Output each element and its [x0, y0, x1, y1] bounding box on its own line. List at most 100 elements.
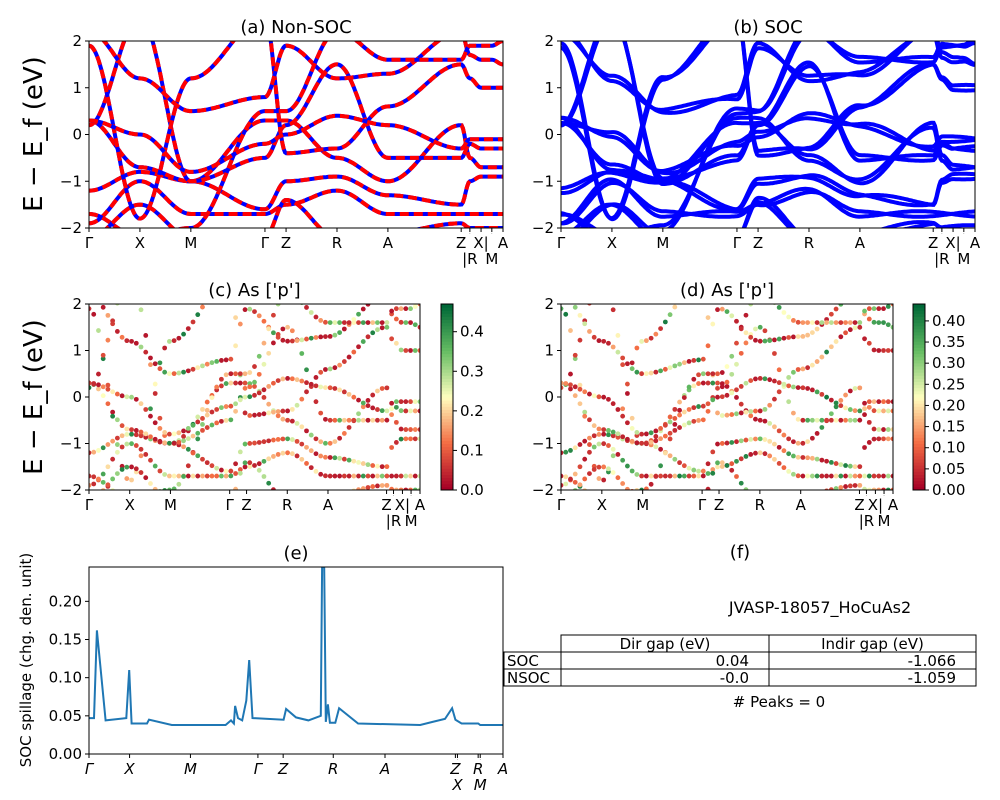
- colorbar-segment: [913, 375, 925, 379]
- band-line: [104, 198, 503, 228]
- colorbar-tick-label: 0.35: [932, 333, 965, 351]
- projection-point: [809, 330, 815, 336]
- projection-point: [308, 448, 314, 454]
- projection-point: [762, 418, 768, 424]
- projection-point: [596, 394, 602, 400]
- colorbar-segment: [913, 397, 925, 401]
- projection-point: [862, 406, 867, 412]
- projection-point: [275, 413, 281, 419]
- projection-point: [781, 432, 787, 438]
- x-tick-label: M: [656, 234, 669, 252]
- projection-point: [838, 403, 844, 409]
- projection-point: [572, 384, 578, 390]
- projection-point: [360, 400, 366, 406]
- projection-point: [96, 476, 101, 482]
- projection-point: [620, 355, 626, 361]
- projection-point: [266, 401, 272, 407]
- projection-point: [266, 350, 272, 356]
- projection-point: [370, 473, 376, 479]
- projection-point: [242, 307, 248, 313]
- projection-point: [847, 417, 853, 423]
- projection-point: [805, 473, 811, 479]
- projection-point: [252, 384, 257, 389]
- projection-point: [271, 312, 276, 318]
- projection-point: [677, 412, 682, 418]
- projection-point: [323, 473, 328, 479]
- projection-point: [332, 320, 338, 325]
- projection-point: [384, 385, 390, 391]
- projection-point: [634, 440, 640, 446]
- projection-point: [786, 493, 791, 498]
- projection-point: [185, 436, 191, 442]
- projection-point: [852, 464, 858, 470]
- x-tick-label: Γ: [733, 234, 742, 252]
- projection-point: [715, 371, 720, 377]
- projection-point: [119, 433, 125, 439]
- projection-point: [809, 455, 815, 461]
- projection-point: [261, 458, 267, 464]
- projection-point: [332, 332, 338, 338]
- projection-point: [563, 449, 569, 455]
- projection-point: [124, 464, 130, 470]
- y-tick-label: 0.00: [49, 745, 82, 763]
- colorbar-segment: [913, 304, 925, 308]
- projection-point: [724, 392, 730, 398]
- projection-point: [308, 381, 314, 387]
- projection-point: [577, 442, 583, 447]
- projection-point: [375, 295, 380, 300]
- projection-point: [318, 334, 324, 340]
- projection-point: [748, 334, 754, 340]
- projection-point: [667, 312, 673, 318]
- projection-point: [280, 376, 286, 382]
- projection-point: [318, 318, 324, 323]
- x-tick-label: A: [796, 496, 807, 514]
- projection-point: [247, 413, 253, 418]
- projection-point: [572, 352, 578, 358]
- projection-point: [341, 359, 347, 364]
- projection-point: [606, 289, 611, 294]
- colorbar-segment: [441, 431, 453, 435]
- projection-point: [866, 440, 872, 445]
- projection-point: [408, 436, 413, 442]
- projection-point: [634, 369, 640, 375]
- projection-point: [734, 474, 739, 479]
- projection-point: [658, 368, 663, 374]
- projection-point: [885, 427, 891, 432]
- x-tick-label: X|: [868, 496, 883, 514]
- projection-point: [672, 427, 678, 433]
- projection-point: [691, 497, 696, 502]
- projection-point: [862, 308, 867, 314]
- projection-point: [337, 387, 343, 393]
- projection-point: [587, 304, 592, 306]
- colorbar-segment: [441, 424, 453, 429]
- projection-point: [105, 312, 111, 318]
- projection-point: [337, 362, 343, 368]
- projection-point: [356, 311, 361, 317]
- projection-point: [563, 311, 569, 317]
- projection-point: [681, 463, 687, 469]
- projection-point: [814, 320, 820, 325]
- projection-point: [323, 454, 328, 460]
- projection-point: [762, 406, 768, 412]
- projection-point: [223, 357, 229, 363]
- projection-point: [705, 461, 711, 467]
- projection-point: [356, 411, 361, 417]
- colorbar-segment: [441, 304, 453, 308]
- projection-point: [190, 319, 196, 325]
- colorbar-segment: [441, 393, 453, 398]
- projection-point: [885, 304, 891, 309]
- projection-point: [648, 370, 654, 376]
- projection-point: [247, 460, 253, 466]
- projection-point: [866, 473, 872, 479]
- projection-point: [781, 448, 787, 454]
- projection-point: [114, 471, 120, 476]
- projection-point: [228, 417, 234, 423]
- projection-point: [138, 429, 144, 435]
- projection-point: [337, 455, 343, 461]
- colorbar-segment: [913, 486, 925, 491]
- projection-point: [323, 367, 328, 372]
- projection-point: [762, 437, 768, 442]
- projection-point: [776, 336, 782, 342]
- projection-point: [89, 306, 92, 312]
- projection-point: [786, 375, 792, 380]
